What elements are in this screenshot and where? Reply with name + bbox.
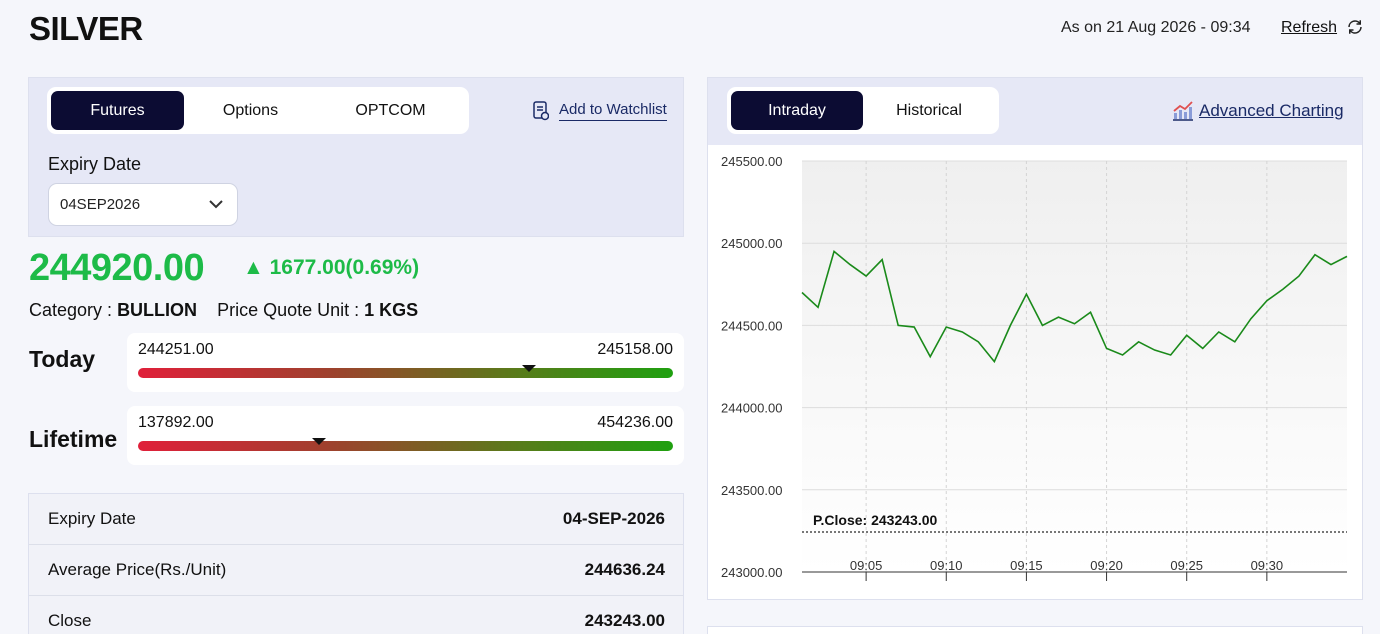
- detail-value: 243243.00: [584, 611, 665, 630]
- watchlist-icon: [533, 101, 549, 121]
- price-series-line: [801, 250, 1348, 364]
- today-range: 244251.00 245158.00: [127, 333, 684, 392]
- unit-label: Price Quote Unit :: [217, 300, 360, 320]
- chart-icon: [1173, 101, 1193, 121]
- table-row: Average Price(Rs./Unit) 244636.24: [29, 545, 683, 596]
- x-tick-label: 09:20: [1090, 558, 1123, 573]
- chart-type-tabs: Intraday Historical: [727, 87, 999, 134]
- y-tick-label: 243000.00: [721, 565, 782, 580]
- prev-close-label: P.Close: 243243.00: [813, 512, 937, 528]
- today-marker-icon: [521, 365, 536, 372]
- contract-details-table: Expiry Date 04-SEP-2026 Average Price(Rs…: [28, 493, 684, 634]
- bottom-panel: [707, 626, 1363, 634]
- x-tick-label: 09:25: [1170, 558, 1203, 573]
- y-tick-label: 244500.00: [721, 318, 782, 333]
- table-row: Close 243243.00: [29, 596, 683, 634]
- table-row: Expiry Date 04-SEP-2026: [29, 494, 683, 545]
- detail-label: Close: [48, 611, 92, 630]
- contract-type-tabs: Futures Options OPTCOM: [47, 87, 469, 134]
- detail-value: 04-SEP-2026: [562, 509, 665, 528]
- lifetime-high: 454236.00: [597, 414, 673, 431]
- price-change: ▲ 1677.00(0.69%): [243, 256, 420, 279]
- advanced-charting-label: Advanced Charting: [1199, 101, 1344, 120]
- plot-area: [802, 161, 1347, 572]
- expiry-date-label: Expiry Date: [48, 154, 142, 174]
- intraday-chart: 245500.00 245000.00 244500.00 244000.00 2435…: [721, 154, 1348, 581]
- lifetime-low: 137892.00: [138, 414, 214, 431]
- unit-value: 1 KGS: [364, 300, 419, 320]
- y-tick-label: 243500.00: [721, 483, 782, 498]
- detail-value: 244636.24: [584, 560, 665, 579]
- x-tick-label: 09:10: [930, 558, 963, 573]
- lifetime-range-bar: [138, 441, 673, 451]
- tab-intraday[interactable]: Intraday: [731, 91, 863, 130]
- lifetime-marker-icon: [312, 438, 327, 445]
- chevron-down-icon: [209, 200, 223, 209]
- today-high: 245158.00: [597, 341, 673, 358]
- chart-header: Intraday Historical Advanced Charting: [708, 78, 1362, 145]
- category-label: Category :: [29, 300, 113, 320]
- refresh-link[interactable]: Refresh: [1281, 19, 1338, 36]
- as-of-timestamp: As on 21 Aug 2026 - 09:34: [1061, 19, 1251, 36]
- y-tick-label: 245500.00: [721, 154, 782, 169]
- expiry-date-select[interactable]: 04SEP2026: [48, 183, 238, 226]
- tab-futures[interactable]: Futures: [51, 91, 184, 130]
- tab-historical[interactable]: Historical: [896, 101, 962, 119]
- chart-panel: Intraday Historical Advanced Charting 24…: [707, 77, 1363, 600]
- tab-optcom[interactable]: OPTCOM: [355, 101, 426, 119]
- x-tick-label: 09:15: [1010, 558, 1043, 573]
- detail-label: Expiry Date: [48, 509, 136, 528]
- y-tick-label: 245000.00: [721, 236, 782, 251]
- advanced-charting-link[interactable]: Advanced Charting: [1172, 101, 1344, 121]
- contract-panel: Futures Options OPTCOM Add to Watchlist …: [28, 77, 684, 237]
- page-title: SILVER: [29, 10, 143, 47]
- today-low: 244251.00: [138, 341, 214, 358]
- refresh-icon[interactable]: [1346, 18, 1364, 36]
- y-tick-label: 244000.00: [721, 401, 782, 416]
- today-range-bar: [138, 368, 673, 378]
- x-tick-label: 09:05: [850, 558, 883, 573]
- last-price: 244920.00: [29, 247, 205, 289]
- category-info: Category : BULLION Price Quote Unit : 1 …: [29, 300, 418, 321]
- lifetime-range: 137892.00 454236.00: [127, 406, 684, 465]
- category-value: BULLION: [117, 300, 198, 320]
- add-to-watchlist-button[interactable]: Add to Watchlist: [533, 101, 667, 121]
- x-tick-label: 09:30: [1251, 558, 1284, 573]
- lifetime-label: Lifetime: [29, 426, 118, 452]
- expiry-selected-value: 04SEP2026: [60, 196, 141, 213]
- tab-options[interactable]: Options: [222, 101, 279, 119]
- detail-label: Average Price(Rs./Unit): [48, 560, 227, 579]
- today-label: Today: [29, 346, 96, 372]
- watchlist-label: Add to Watchlist: [559, 101, 667, 121]
